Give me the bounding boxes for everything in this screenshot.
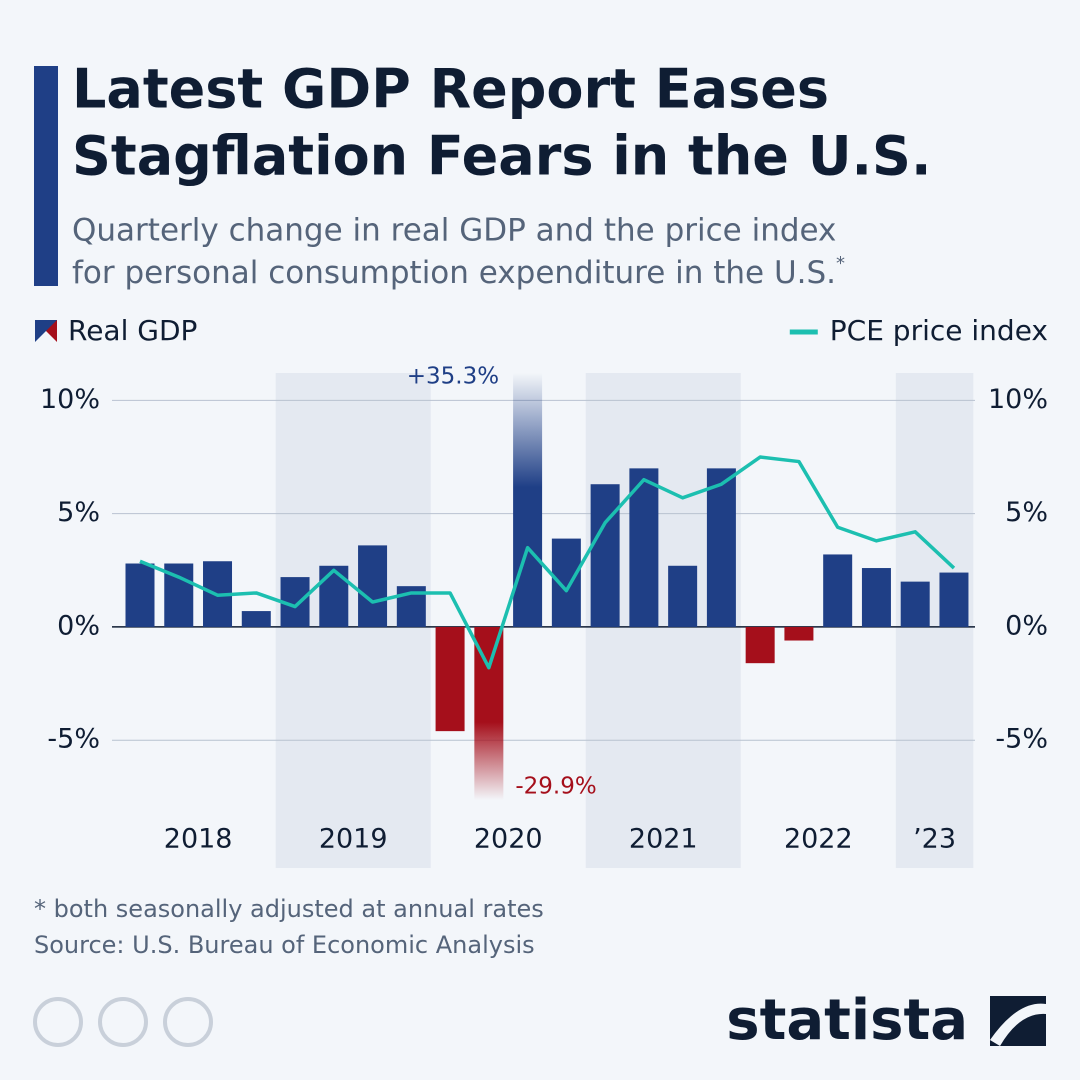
title-accent (34, 66, 58, 286)
x-tick-label: 2021 (629, 824, 698, 855)
bar (706, 468, 736, 627)
chart-title: Latest GDP Report Eases (72, 58, 829, 121)
x-tick-label: 2019 (319, 824, 388, 855)
bar (823, 554, 853, 627)
x-tick-label: ’23 (913, 824, 956, 855)
value-label: +35.3% (407, 364, 499, 390)
bar (125, 563, 155, 627)
bar (668, 565, 698, 627)
bar (784, 626, 814, 641)
bar (900, 581, 930, 627)
bar (435, 626, 465, 732)
brand-logo (990, 996, 1046, 1046)
y2-tick-label: 10% (988, 384, 1048, 415)
x-tick-label: 2022 (784, 824, 853, 855)
legend-label: PCE price index (830, 314, 1048, 347)
subtitle: for personal consumption expenditure in … (72, 253, 845, 291)
y-tick-label: -5% (47, 724, 100, 755)
bar (939, 572, 969, 627)
y2-tick-label: 0% (1005, 610, 1048, 641)
legend-label: Real GDP (68, 314, 197, 347)
bar (629, 468, 659, 627)
y-tick-label: 0% (57, 610, 100, 641)
subtitle: Quarterly change in real GDP and the pri… (72, 213, 836, 249)
x-tick-label: 2018 (164, 824, 233, 855)
bar (319, 565, 349, 627)
y2-tick-label: -5% (995, 724, 1048, 755)
line (139, 455, 956, 670)
source: Source: U.S. Bureau of Economic Analysis (34, 931, 535, 959)
bar (551, 538, 581, 627)
subtitle-line: for personal consumption expenditure in … (72, 255, 836, 291)
chart-title: Stagflation Fears in the U.S. (72, 125, 931, 188)
brand: statista (726, 988, 968, 1053)
license-icons (33, 997, 213, 1047)
y-tick-label: 5% (57, 497, 100, 528)
footnote: * both seasonally adjusted at annual rat… (34, 895, 544, 923)
x-tick-label: 2020 (474, 824, 543, 855)
bar (241, 611, 271, 627)
bar (513, 373, 543, 627)
value-label: -29.9% (515, 774, 596, 800)
bar (745, 626, 775, 664)
bar (474, 626, 504, 800)
bar (590, 484, 620, 627)
y-tick-label: 10% (40, 384, 100, 415)
y2-tick-label: 5% (1005, 497, 1048, 528)
legend-swatch (35, 320, 57, 342)
bar (358, 545, 388, 627)
subtitle-mark: * (836, 253, 845, 274)
bar (861, 568, 891, 627)
